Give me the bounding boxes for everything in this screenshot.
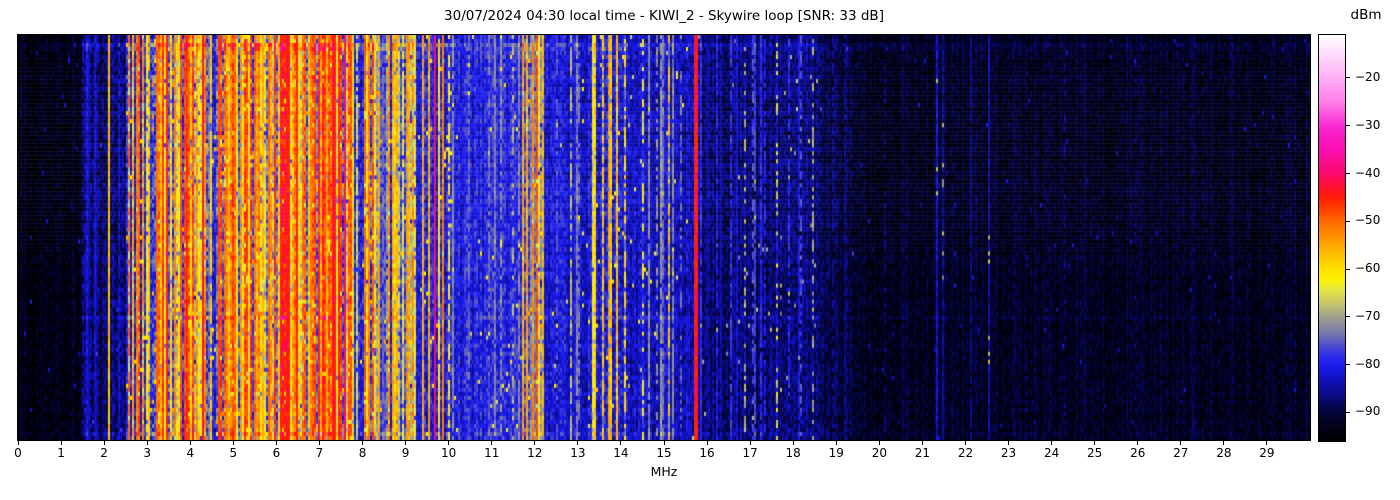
x-tick-mark bbox=[1266, 441, 1268, 445]
x-tick-mark bbox=[189, 441, 191, 445]
x-tick-label: 14 bbox=[613, 446, 629, 460]
colorbar-tick-mark bbox=[1346, 220, 1350, 222]
x-tick-mark bbox=[878, 441, 880, 445]
x-tick-label: 0 bbox=[14, 446, 22, 460]
x-tick-mark bbox=[1137, 441, 1139, 445]
colorbar-tick-label: −40 bbox=[1355, 165, 1381, 180]
x-tick-mark bbox=[964, 441, 966, 445]
x-tick-label: 19 bbox=[828, 446, 844, 460]
x-tick-mark bbox=[835, 441, 837, 445]
x-tick-label: 10 bbox=[441, 446, 457, 460]
colorbar-tick-label: −70 bbox=[1355, 308, 1381, 323]
waterfall-plot-canvas bbox=[18, 35, 1310, 440]
x-tick-label: 29 bbox=[1259, 446, 1275, 460]
colorbar-tick-mark bbox=[1346, 268, 1350, 270]
x-tick-mark bbox=[448, 441, 450, 445]
x-tick-mark bbox=[405, 441, 407, 445]
x-tick-mark bbox=[275, 441, 277, 445]
colorbar-tick-label: −50 bbox=[1355, 213, 1381, 228]
colorbar-tick-label: −20 bbox=[1355, 69, 1381, 84]
x-tick-mark bbox=[1180, 441, 1182, 445]
x-tick-label: 17 bbox=[742, 446, 758, 460]
x-tick-label: 20 bbox=[871, 446, 887, 460]
x-tick-mark bbox=[534, 441, 536, 445]
x-tick-label: 25 bbox=[1087, 446, 1103, 460]
colorbar-tick-label: −90 bbox=[1355, 404, 1381, 419]
colorbar-tick-mark bbox=[1346, 411, 1350, 413]
x-tick-label: 5 bbox=[229, 446, 238, 460]
x-tick-label: 1 bbox=[57, 446, 65, 460]
x-tick-label: 26 bbox=[1130, 446, 1146, 460]
colorbar-tick-mark bbox=[1346, 316, 1350, 318]
x-tick-mark bbox=[60, 441, 62, 445]
x-tick-mark bbox=[1094, 441, 1096, 445]
colorbar-tick-label: −60 bbox=[1355, 261, 1381, 276]
x-tick-mark bbox=[362, 441, 364, 445]
x-tick-mark bbox=[706, 441, 708, 445]
x-tick-label: 8 bbox=[358, 446, 367, 460]
x-tick-label: 24 bbox=[1043, 446, 1060, 460]
x-tick-label: 7 bbox=[315, 446, 324, 460]
x-tick-mark bbox=[577, 441, 579, 445]
x-tick-label: 11 bbox=[484, 446, 500, 460]
colorbar-tick-mark bbox=[1346, 125, 1350, 127]
x-tick-mark bbox=[146, 441, 148, 445]
x-tick-mark bbox=[792, 441, 794, 445]
colorbar-tick-label: −80 bbox=[1355, 356, 1381, 371]
x-tick-mark bbox=[103, 441, 105, 445]
x-tick-label: 23 bbox=[1000, 446, 1017, 460]
x-tick-mark bbox=[318, 441, 320, 445]
colorbar-canvas bbox=[1319, 35, 1345, 441]
x-axis-label: MHz bbox=[650, 464, 678, 479]
x-tick-mark bbox=[1008, 441, 1010, 445]
x-tick-mark bbox=[491, 441, 493, 445]
x-tick-label: 9 bbox=[401, 446, 410, 460]
x-tick-label: 27 bbox=[1173, 446, 1189, 460]
x-tick-label: 3 bbox=[143, 446, 151, 460]
x-tick-label: 13 bbox=[570, 446, 586, 460]
x-tick-label: 12 bbox=[527, 446, 543, 460]
colorbar-frame bbox=[1318, 34, 1346, 442]
colorbar-tick-mark bbox=[1346, 173, 1350, 175]
x-tick-mark bbox=[921, 441, 923, 445]
colorbar-tick-mark bbox=[1346, 77, 1350, 79]
x-tick-label: 18 bbox=[785, 446, 801, 460]
x-tick-label: 4 bbox=[186, 446, 195, 460]
x-tick-mark bbox=[749, 441, 751, 445]
plot-title: 30/07/2024 04:30 local time - KIWI_2 - S… bbox=[444, 8, 884, 24]
colorbar-unit-label: dBm bbox=[1350, 7, 1382, 23]
x-tick-mark bbox=[17, 441, 19, 445]
colorbar-tick-mark bbox=[1346, 364, 1350, 366]
x-tick-mark bbox=[620, 441, 622, 445]
x-tick-label: 22 bbox=[957, 446, 974, 460]
x-tick-mark bbox=[1223, 441, 1225, 445]
waterfall-plot-frame bbox=[17, 34, 1311, 441]
x-tick-mark bbox=[232, 441, 234, 445]
x-tick-mark bbox=[663, 441, 665, 445]
x-tick-label: 16 bbox=[699, 446, 715, 460]
x-tick-label: 15 bbox=[656, 446, 672, 460]
x-tick-mark bbox=[1051, 441, 1053, 445]
x-tick-label: 2 bbox=[100, 446, 108, 460]
x-tick-label: 6 bbox=[272, 446, 281, 460]
x-tick-label: 28 bbox=[1216, 446, 1232, 460]
x-tick-label: 21 bbox=[914, 446, 931, 460]
colorbar-tick-label: −30 bbox=[1355, 117, 1381, 132]
